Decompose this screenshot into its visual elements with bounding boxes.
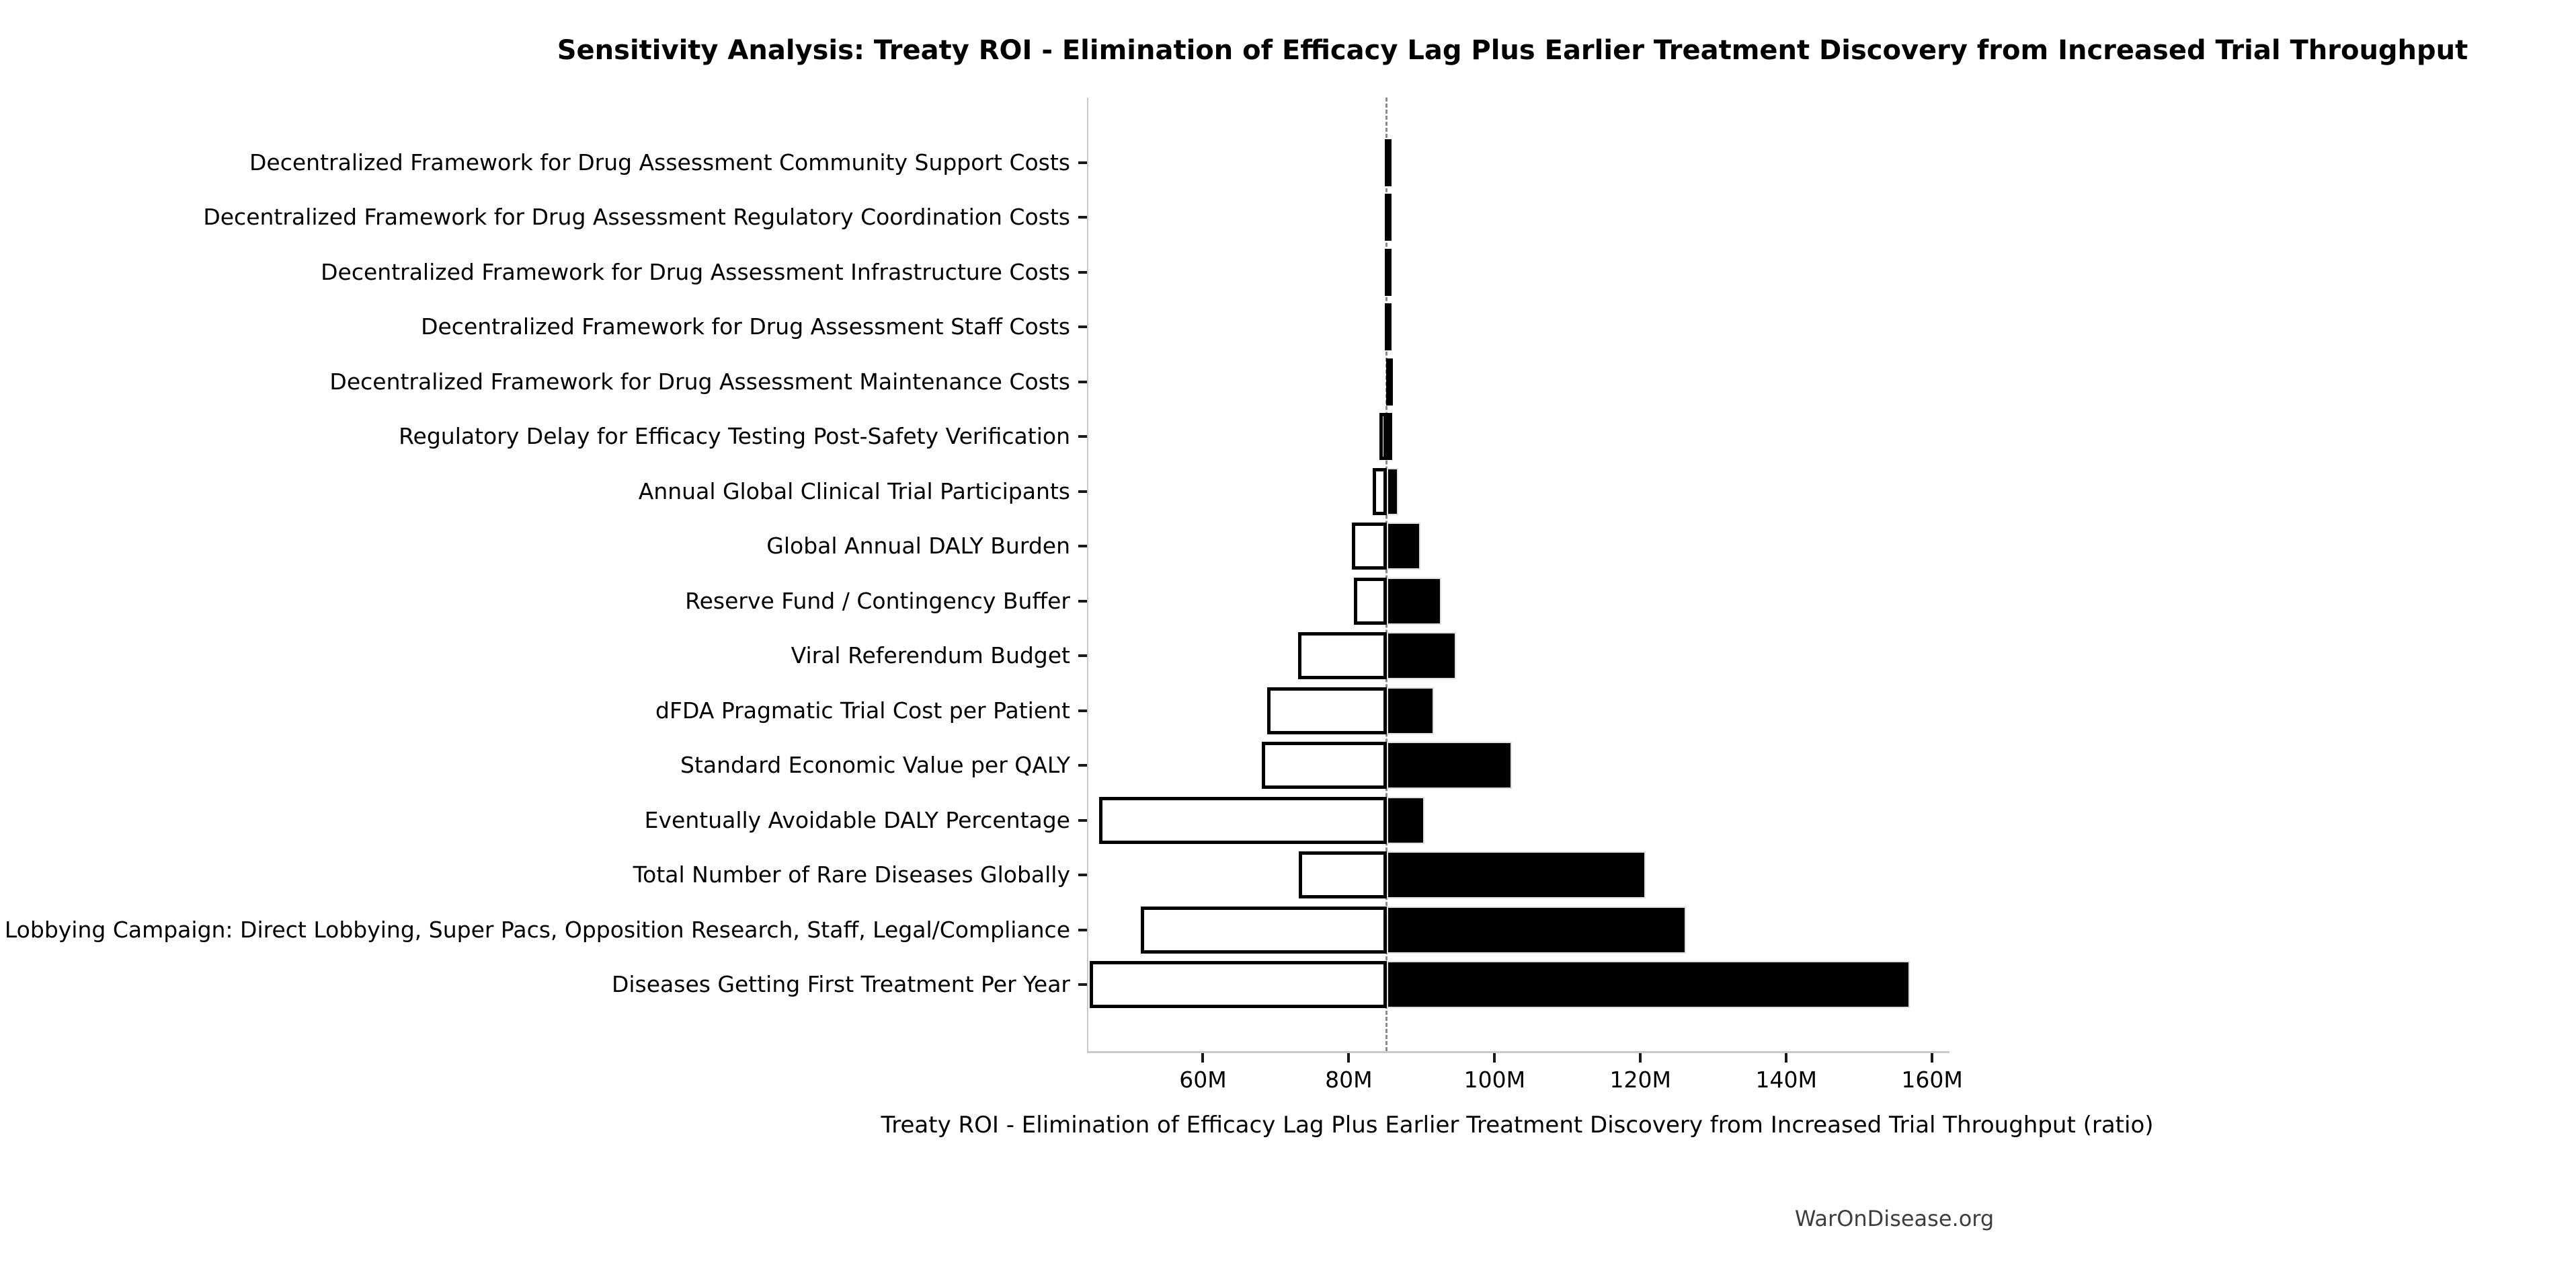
y-axis-label: Regulatory Delay for Efficacy Testing Po…	[399, 423, 1070, 449]
bar-low	[1373, 467, 1387, 515]
y-axis-label: Viral Referendum Budget	[791, 642, 1070, 668]
bar-low	[1353, 577, 1387, 625]
y-axis-tick	[1078, 818, 1087, 822]
x-axis-tick	[1493, 1053, 1496, 1063]
y-axis-tick	[1078, 545, 1087, 547]
y-axis-label: Decentralized Framework for Drug Assessm…	[249, 149, 1070, 176]
y-axis-label: Annual Global Clinical Trial Participant…	[638, 477, 1070, 504]
bar-high	[1386, 467, 1398, 515]
baseline-reference-line	[1385, 98, 1388, 1051]
bar-high	[1386, 194, 1390, 241]
bar-low	[1090, 961, 1387, 1008]
bar-high	[1386, 906, 1687, 954]
chart-title: Sensitivity Analysis: Treaty ROI - Elimi…	[557, 35, 2468, 66]
x-axis-tick	[1347, 1053, 1351, 1063]
plot-area	[1087, 98, 1949, 1053]
bar-low	[1298, 632, 1387, 679]
y-axis-label: Decentralized Framework for Drug Assessm…	[329, 368, 1070, 395]
y-axis-label: Reserve Fund / Contingency Buffer	[685, 587, 1070, 614]
x-axis-tick	[1639, 1053, 1642, 1063]
bar-low	[1262, 742, 1387, 789]
x-axis-tick-label: 60M	[1179, 1067, 1227, 1093]
bar-low	[1141, 906, 1387, 954]
y-axis-label: Eventually Avoidable DALY Percentage	[644, 806, 1070, 833]
y-axis-tick	[1078, 270, 1087, 274]
y-axis-label: Decentralized Framework for Drug Assessm…	[321, 258, 1070, 285]
y-axis-label: Decentralized Framework for Drug Assessm…	[203, 204, 1070, 230]
x-axis-tick-label: 140M	[1755, 1067, 1817, 1093]
bar-high	[1386, 851, 1646, 898]
y-axis-tick	[1078, 380, 1087, 383]
y-axis-tick	[1078, 764, 1087, 767]
bar-low	[1099, 796, 1387, 844]
y-axis-label: Total Number of Rare Diseases Globally	[633, 861, 1070, 888]
y-axis-tick	[1078, 983, 1087, 986]
x-axis-tick	[1201, 1053, 1205, 1063]
x-axis-tick-label: 80M	[1325, 1067, 1373, 1093]
y-axis-label: Diseases Getting First Treatment Per Yea…	[611, 971, 1070, 997]
x-axis-tick	[1931, 1053, 1934, 1063]
bar-high	[1386, 687, 1435, 734]
bar-high	[1386, 248, 1390, 296]
y-axis-label: Standard Economic Value per QALY	[680, 752, 1070, 778]
y-axis-tick	[1078, 325, 1087, 328]
bar-high	[1386, 413, 1393, 460]
y-axis-label: Political Lobbying Campaign: Direct Lobb…	[0, 916, 1070, 943]
x-axis-tick	[1785, 1053, 1788, 1063]
y-axis-label: Global Annual DALY Burden	[766, 533, 1070, 559]
y-axis-tick	[1078, 654, 1087, 657]
y-axis-tick	[1078, 216, 1087, 219]
x-axis-tick-label: 160M	[1901, 1067, 1963, 1093]
y-axis-tick	[1078, 709, 1087, 712]
bar-high	[1386, 358, 1389, 406]
x-axis-title: Treaty ROI - Elimination of Efficacy Lag…	[881, 1112, 2154, 1139]
y-axis-tick	[1078, 161, 1087, 164]
y-axis-label: Decentralized Framework for Drug Assessm…	[421, 313, 1070, 340]
bar-low	[1351, 523, 1387, 570]
bar-high	[1386, 577, 1441, 625]
bar-low	[1299, 851, 1387, 898]
bar-high	[1386, 961, 1910, 1008]
y-axis-tick	[1078, 599, 1087, 603]
bar-high	[1386, 742, 1513, 789]
y-axis-tick	[1078, 490, 1087, 493]
bar-high	[1386, 139, 1390, 186]
bar-high	[1386, 632, 1456, 679]
bar-low	[1266, 687, 1387, 734]
bar-high	[1386, 523, 1420, 570]
x-axis-tick-label: 120M	[1609, 1067, 1671, 1093]
x-axis-tick-label: 100M	[1463, 1067, 1526, 1093]
y-axis-label: dFDA Pragmatic Trial Cost per Patient	[655, 697, 1070, 724]
bar-high	[1386, 796, 1425, 844]
y-axis-tick	[1078, 928, 1087, 931]
y-axis-tick	[1078, 435, 1087, 438]
bar-low	[1379, 413, 1387, 460]
bar-high	[1386, 303, 1390, 350]
watermark: WarOnDisease.org	[1794, 1206, 1995, 1231]
y-axis-tick	[1078, 874, 1087, 876]
